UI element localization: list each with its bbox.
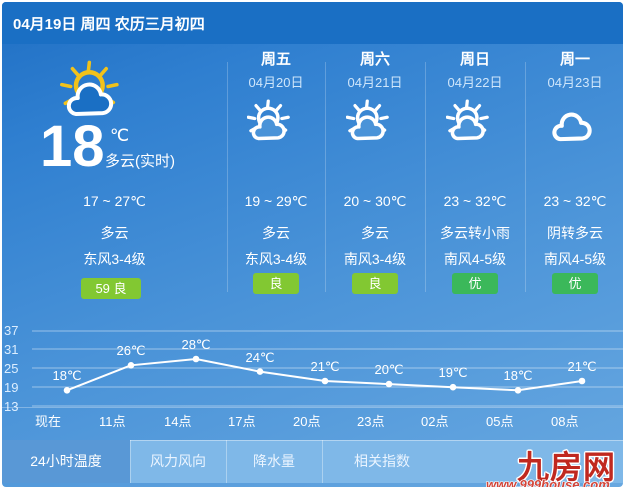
svg-text:18℃: 18℃ xyxy=(503,368,532,383)
svg-text:31: 31 xyxy=(4,342,18,357)
svg-text:37: 37 xyxy=(4,323,18,338)
svg-text:25: 25 xyxy=(4,361,18,376)
svg-text:18℃: 18℃ xyxy=(52,368,81,383)
svg-text:21℃: 21℃ xyxy=(310,359,339,374)
svg-text:21℃: 21℃ xyxy=(567,359,596,374)
svg-text:19℃: 19℃ xyxy=(438,365,467,380)
svg-text:20℃: 20℃ xyxy=(374,362,403,377)
svg-text:24℃: 24℃ xyxy=(245,350,274,365)
svg-text:28℃: 28℃ xyxy=(181,337,210,352)
svg-text:19: 19 xyxy=(4,380,18,395)
svg-text:26℃: 26℃ xyxy=(116,343,145,358)
